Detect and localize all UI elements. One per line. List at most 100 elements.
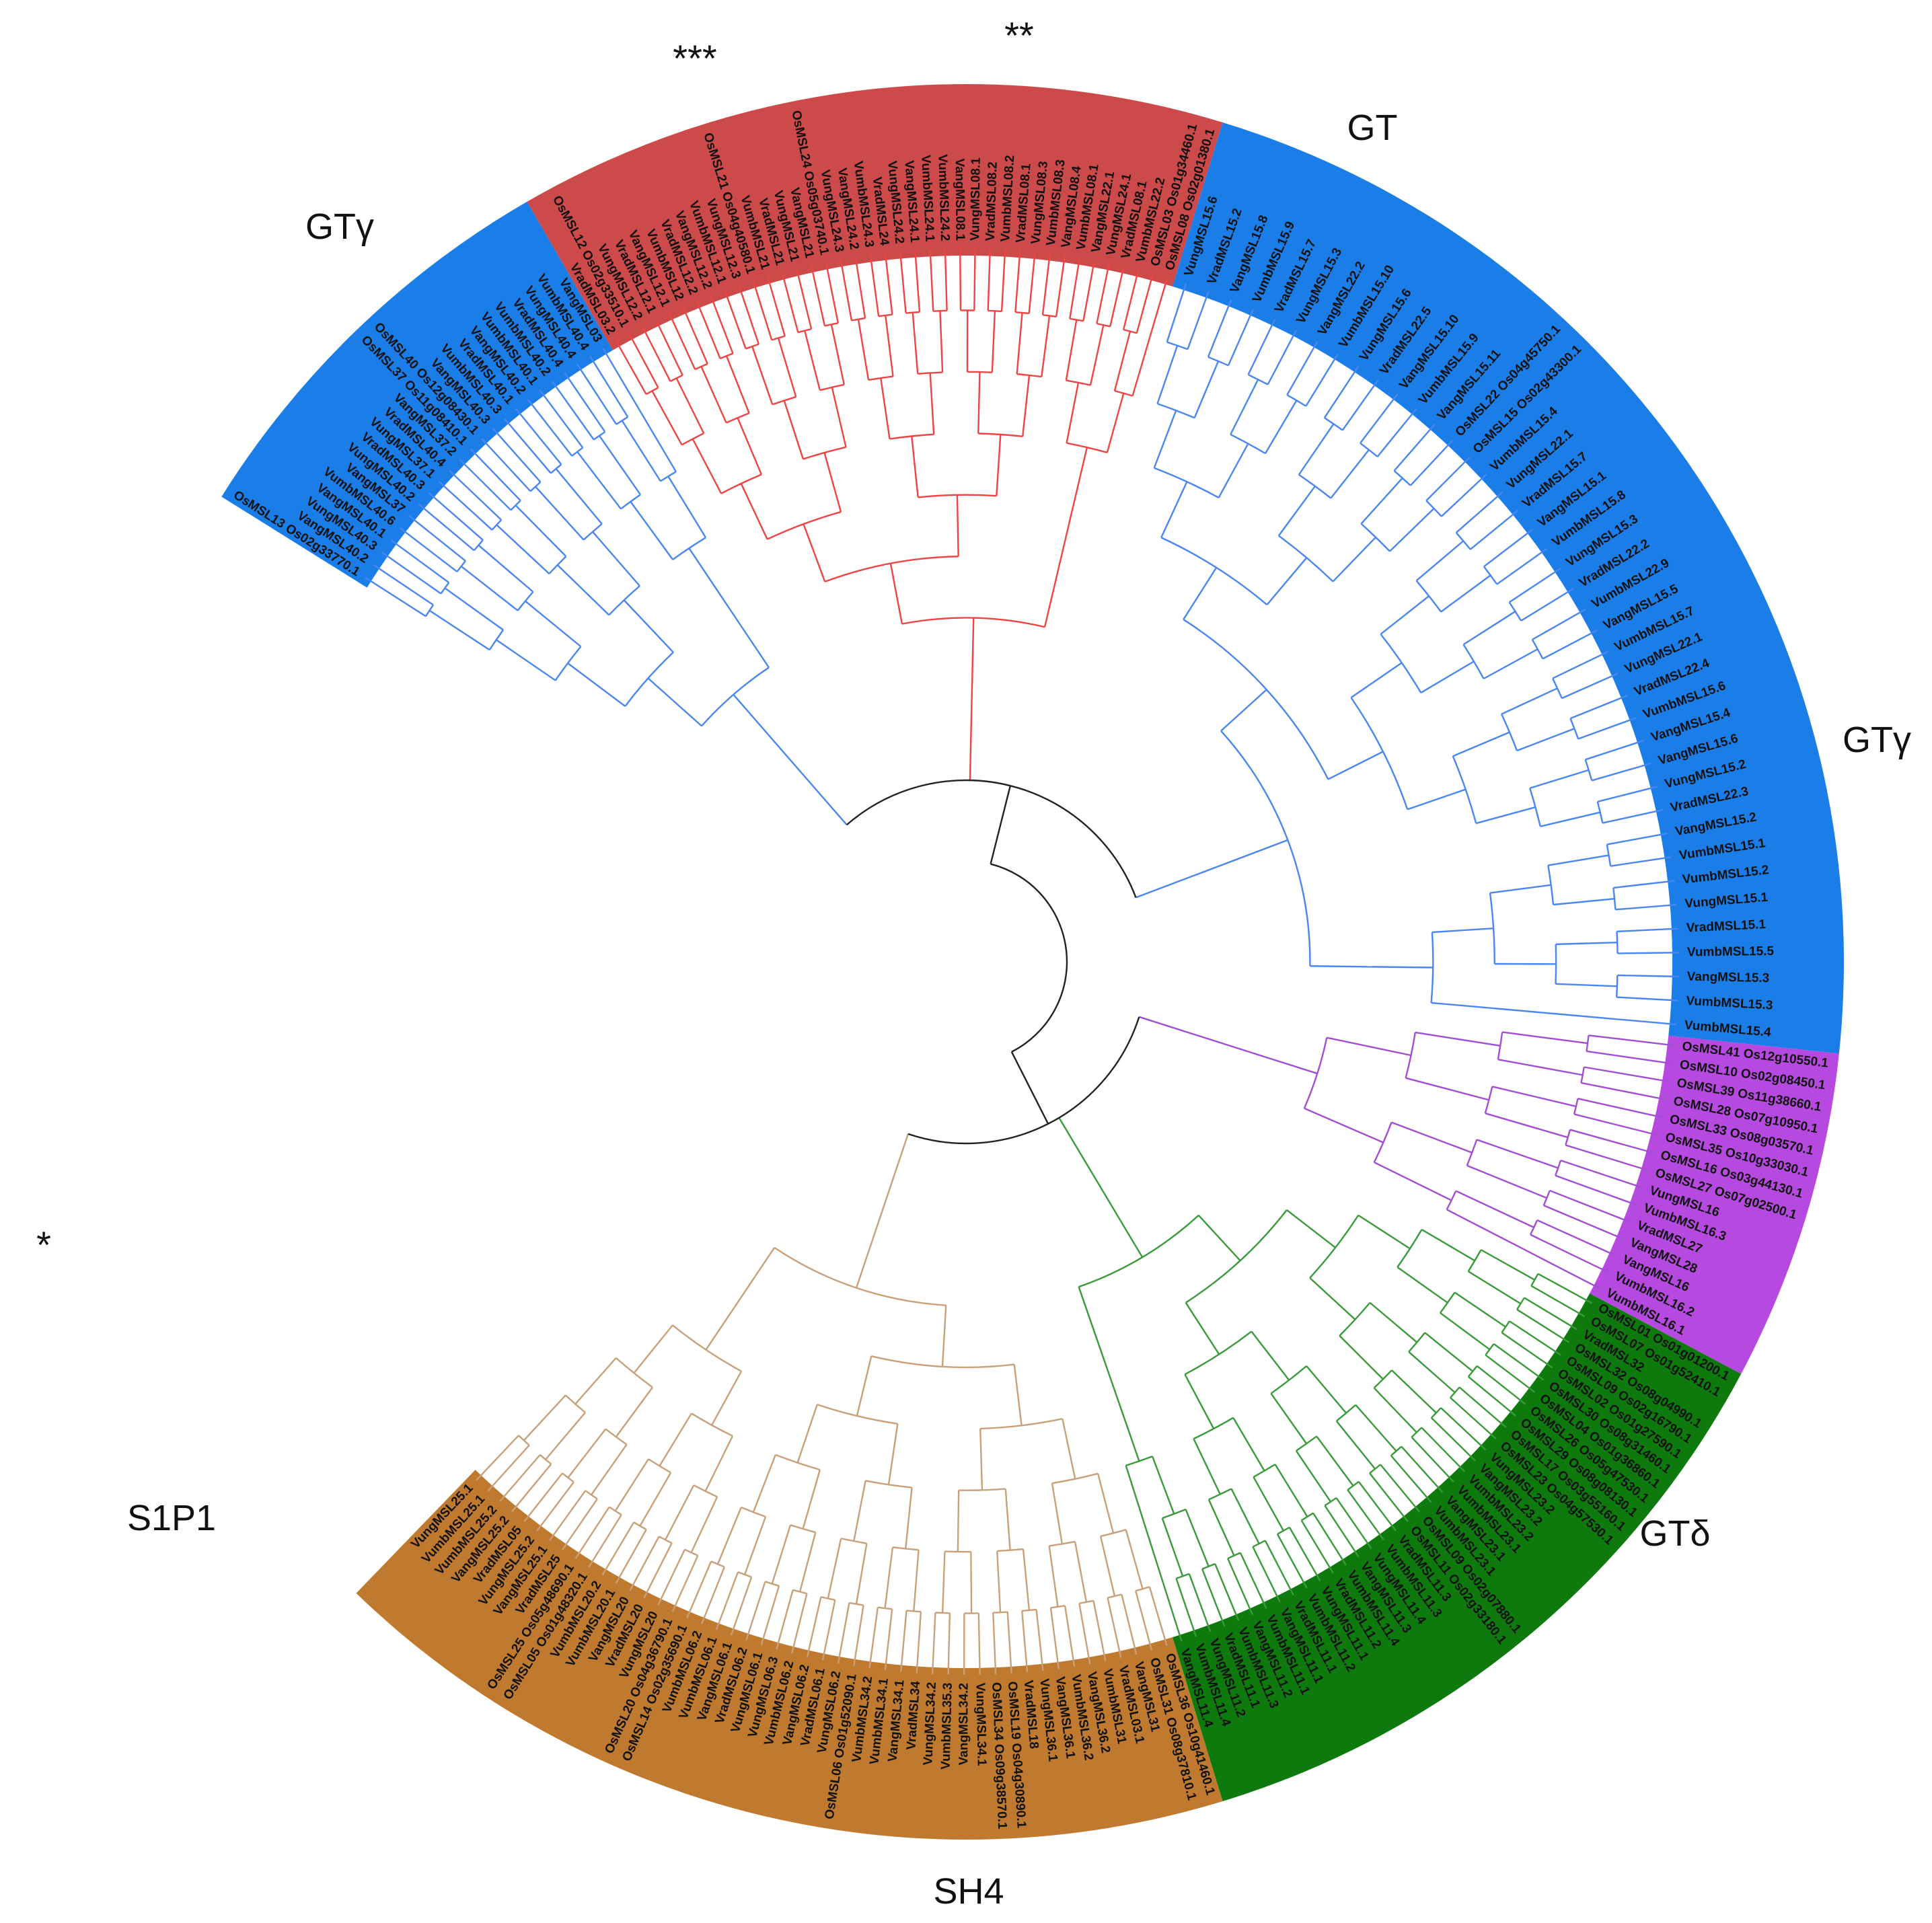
branch-segment (598, 435, 641, 496)
branch-arc (648, 1458, 671, 1474)
branch-segment (692, 439, 722, 494)
branch-segment (1509, 567, 1561, 603)
branch-arc (905, 311, 920, 314)
branch-segment (1540, 811, 1600, 827)
branch-arc (693, 1484, 718, 1498)
branch-arc (1467, 1249, 1482, 1272)
branch-segment (796, 1404, 818, 1464)
branch-arc (1070, 317, 1084, 322)
branch-segment (641, 326, 671, 382)
branch-arc (1347, 1480, 1360, 1491)
branch-segment (1360, 477, 1403, 525)
branch-segment (944, 249, 948, 311)
branch-segment (1335, 1497, 1372, 1549)
branch-segment (1004, 1488, 1011, 1550)
branch-segment (643, 1542, 673, 1599)
branch-arc (424, 604, 435, 617)
significance-marker-triple: *** (673, 37, 716, 79)
branch-segment (1496, 548, 1548, 585)
branch-segment (1096, 263, 1110, 324)
branch-segment (548, 1490, 587, 1542)
clade-stem (1058, 1117, 1144, 1258)
branch-segment (1162, 1582, 1183, 1642)
branch-segment (724, 290, 747, 349)
branch-segment (1207, 299, 1232, 358)
branch-segment (887, 1423, 899, 1485)
branch-segment (1156, 345, 1179, 404)
branch-arc (767, 511, 842, 540)
branch-segment (1065, 319, 1078, 381)
branch-arc (1230, 433, 1266, 455)
branch-segment (1458, 1386, 1507, 1429)
branch-segment (515, 504, 567, 558)
branch-arc (1455, 532, 1471, 550)
branch-arc (1360, 523, 1390, 552)
branch-segment (496, 639, 556, 681)
branch-segment (1376, 408, 1417, 457)
branch-arc (1066, 379, 1091, 386)
branch-segment (1591, 762, 1651, 782)
branch-segment (1107, 1597, 1122, 1658)
branch-segment (979, 1428, 983, 1491)
branch-segment (381, 552, 442, 595)
branch-segment (525, 600, 582, 648)
branch-segment (1339, 1335, 1384, 1380)
branch-segment (1501, 687, 1558, 715)
branch-segment (1516, 1308, 1570, 1343)
branch-segment (1469, 509, 1519, 550)
branch-segment (1450, 1397, 1497, 1439)
branch-segment (481, 438, 531, 492)
branch-segment (1532, 608, 1586, 640)
branch-segment (1602, 808, 1663, 824)
leaf-label: VangMSL34.2 (957, 1683, 971, 1766)
branch-segment (1369, 1472, 1409, 1522)
branch-segment (1316, 1435, 1354, 1486)
branch-segment (929, 250, 934, 311)
branch-segment (696, 301, 721, 359)
branch-segment (1000, 250, 1006, 311)
branch-segment (831, 387, 847, 448)
branch-arc (771, 335, 786, 341)
branch-segment (1312, 1512, 1347, 1566)
branch-segment (659, 1412, 692, 1467)
clade-color-ring (221, 83, 1844, 1840)
branch-segment (1389, 508, 1435, 552)
branch-segment (1220, 689, 1267, 732)
branch-arc (1569, 718, 1580, 739)
branch-segment (1055, 256, 1066, 317)
branch-segment (651, 390, 683, 445)
branch-segment (1327, 1036, 1411, 1057)
branch-segment (1355, 1404, 1397, 1452)
branch-segment (1405, 1077, 1489, 1101)
branch-segment (1397, 1267, 1448, 1304)
branch-segment (869, 255, 880, 317)
branch-arc (1208, 1488, 1232, 1501)
branch-segment (1277, 486, 1316, 537)
branch-arc (1324, 1497, 1337, 1507)
branch-segment (1227, 309, 1254, 366)
branch-segment (588, 1514, 622, 1568)
branch-segment (1585, 739, 1645, 761)
branch-segment (827, 1538, 842, 1599)
branch-segment (1310, 965, 1372, 968)
branch-segment (1610, 856, 1672, 867)
branch-segment (884, 253, 893, 315)
branch-segment (615, 1529, 647, 1584)
branch-arc (772, 395, 796, 406)
branch-segment (1424, 1332, 1474, 1372)
clade-label-gt: GT (1347, 108, 1398, 148)
branch-segment (682, 307, 708, 365)
branch-segment (499, 1454, 541, 1502)
branch-arc (868, 375, 893, 381)
branch-segment (796, 269, 813, 330)
branch-arc (1042, 313, 1057, 317)
branch-segment (1330, 449, 1370, 499)
branch-segment (1264, 1540, 1294, 1596)
branch-segment (1099, 1536, 1116, 1597)
branch-segment (1109, 266, 1125, 327)
branch-segment (1440, 474, 1487, 517)
branch-segment (1476, 1365, 1526, 1405)
branch-segment (1489, 884, 1551, 894)
branch-segment (705, 1298, 741, 1351)
branch-segment (1309, 1277, 1356, 1320)
